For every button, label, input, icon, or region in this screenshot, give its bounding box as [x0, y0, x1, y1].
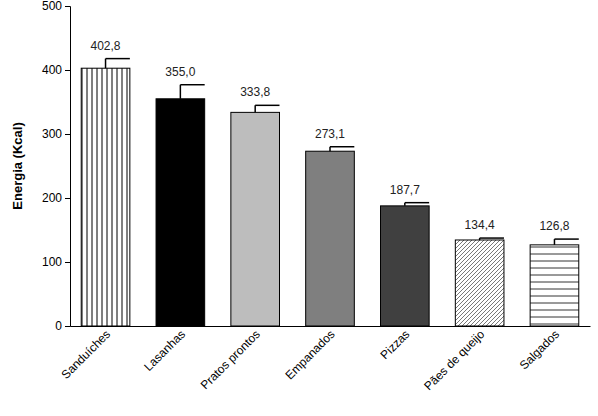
y-tick-label: 0 — [55, 319, 62, 333]
y-tick-label: 300 — [42, 127, 62, 141]
error-cap — [554, 238, 578, 240]
error-bar — [554, 239, 578, 245]
x-tick: Pães de queijo — [421, 326, 487, 393]
y-tick-mark — [65, 262, 70, 263]
error-whisker — [180, 85, 182, 99]
x-tick: Pizzas — [378, 326, 413, 362]
bar — [231, 112, 280, 326]
x-tick: Sanduíches — [58, 326, 113, 382]
y-tick-mark — [65, 134, 70, 135]
error-cap — [330, 146, 354, 148]
bar — [455, 240, 504, 326]
x-tick-label: Sanduíches — [58, 327, 113, 382]
error-bar — [480, 238, 504, 240]
y-axis: 0 100 200 300 400 500 — [42, 0, 71, 333]
x-tick: Empanados — [282, 326, 337, 382]
y-tick: 500 — [42, 0, 70, 13]
x-tick-label: Pratos prontos — [198, 327, 263, 392]
plot: 0 100 200 300 400 500 Sanduíches LasanhasPratos… — [42, 0, 591, 393]
y-tick-mark — [65, 326, 70, 327]
x-tick: Pratos prontos — [198, 326, 263, 392]
x-tick-label: Lasanhas — [141, 327, 188, 374]
bar — [81, 68, 130, 326]
y-axis-title: Energia (Kcal) — [10, 122, 25, 209]
bar — [530, 245, 579, 326]
x-axis-line — [71, 326, 591, 327]
y-tick: 300 — [42, 127, 70, 141]
error-bar — [255, 105, 279, 112]
data-label: 126,8 — [539, 219, 569, 233]
error-cap — [480, 237, 504, 239]
y-tick: 100 — [42, 255, 70, 269]
error-bar — [330, 147, 354, 151]
error-bar — [405, 203, 429, 206]
y-tick-label: 200 — [42, 191, 62, 205]
error-whisker — [254, 105, 256, 112]
chart: 0 100 200 300 400 500 Sanduíches LasanhasPratos… — [0, 0, 598, 416]
y-tick-mark — [65, 6, 70, 7]
error-bar — [106, 59, 130, 69]
y-tick: 400 — [42, 63, 70, 77]
bars — [81, 59, 579, 326]
y-tick-mark — [65, 70, 70, 71]
data-label: 187,7 — [390, 183, 420, 197]
data-label: 134,4 — [465, 218, 495, 232]
data-label: 355,0 — [165, 65, 195, 79]
error-cap — [255, 105, 279, 107]
data-label: 333,8 — [240, 85, 270, 99]
x-tick: Lasanhas — [141, 326, 188, 374]
x-tick-label: Empanados — [282, 327, 337, 382]
data-label: 273,1 — [315, 127, 345, 141]
bar — [306, 151, 355, 326]
x-axis: Sanduíches LasanhasPratos prontos Empanado… — [58, 326, 590, 393]
y-tick: 200 — [42, 191, 70, 205]
error-cap — [106, 58, 130, 60]
y-tick-mark — [65, 198, 70, 199]
data-labels: 402,8 355,0 333,8 273,1 187,7 134,4 126,8 — [91, 39, 570, 233]
bar — [381, 206, 430, 326]
x-tick-label: Salgados — [517, 327, 562, 372]
bar — [156, 99, 205, 326]
y-tick-label: 100 — [42, 255, 62, 269]
error-whisker — [105, 59, 107, 69]
y-tick: 0 — [55, 319, 70, 333]
x-tick: Salgados — [517, 326, 562, 372]
data-label: 402,8 — [91, 39, 121, 53]
y-tick-label: 400 — [42, 63, 62, 77]
y-axis-line — [65, 7, 71, 327]
error-cap — [405, 202, 429, 204]
error-whisker — [554, 239, 556, 245]
y-tick-label: 500 — [42, 0, 62, 13]
error-cap — [180, 84, 204, 86]
error-bar — [180, 85, 204, 99]
x-tick-label: Pizzas — [378, 327, 413, 362]
x-tick-label: Pães de queijo — [421, 327, 487, 393]
